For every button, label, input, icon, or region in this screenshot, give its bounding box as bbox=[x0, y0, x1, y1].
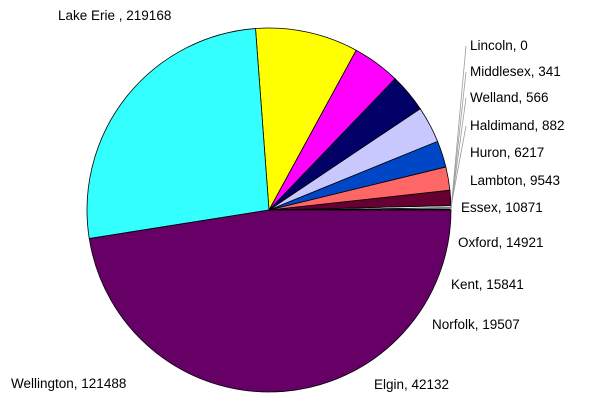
pie-slices bbox=[86, 27, 452, 393]
leader-line-haldimand bbox=[450, 125, 467, 207]
leader-line-welland bbox=[450, 97, 467, 209]
pie-slice-elgin bbox=[255, 27, 357, 212]
data-label-norfolk: Norfolk, 19507 bbox=[432, 317, 520, 332]
data-label-oxford: Oxford, 14921 bbox=[458, 235, 544, 250]
data-label-lincoln: Lincoln, 0 bbox=[470, 38, 528, 53]
data-label-wellington: Wellington, 121488 bbox=[11, 376, 126, 391]
data-label-welland: Welland, 566 bbox=[470, 90, 549, 105]
data-label-elgin: Elgin, 42132 bbox=[374, 377, 449, 392]
data-label-lambton: Lambton, 9543 bbox=[470, 173, 560, 188]
leader-line-lincoln bbox=[450, 45, 467, 211]
data-label-middlesex: Middlesex, 341 bbox=[470, 64, 561, 79]
data-label-essex: Essex, 10871 bbox=[461, 200, 543, 215]
pie-slice-wellington bbox=[86, 28, 270, 240]
data-label-huron: Huron, 6217 bbox=[470, 145, 544, 160]
pie-slice-lake-erie bbox=[88, 209, 452, 393]
data-label-lake-erie: Lake Erie , 219168 bbox=[58, 8, 171, 23]
data-label-kent: Kent, 15841 bbox=[451, 277, 524, 292]
data-labels: Lincoln, 0 Middlesex, 341 Welland, 566 Hald… bbox=[11, 8, 565, 392]
leader-line-middlesex bbox=[450, 71, 467, 210]
leader-lines bbox=[450, 45, 467, 211]
data-label-haldimand: Haldimand, 882 bbox=[470, 118, 565, 133]
